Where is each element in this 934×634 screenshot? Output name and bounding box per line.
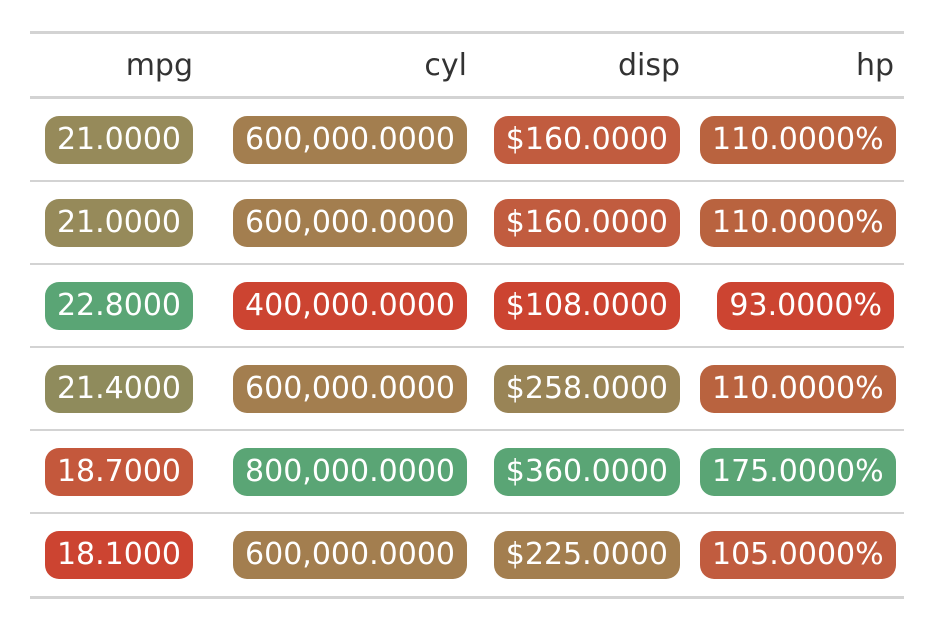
value-pill: 175.0000% bbox=[700, 447, 896, 496]
value-pill: 600,000.0000 bbox=[233, 364, 467, 413]
cell-disp: $360.0000 bbox=[477, 447, 690, 496]
value-pill: 21.0000 bbox=[44, 115, 193, 164]
value-pill: 110.0000% bbox=[700, 364, 896, 413]
cell-mpg: 21.0000 bbox=[30, 198, 203, 247]
header-rule bbox=[30, 96, 904, 99]
cell-mpg: 22.8000 bbox=[30, 281, 203, 330]
cell-cyl: 800,000.0000 bbox=[203, 447, 477, 496]
value-pill: $160.0000 bbox=[493, 198, 680, 247]
column-header-mpg: mpg bbox=[125, 47, 193, 83]
cell-hp: 93.0000% bbox=[690, 281, 904, 330]
value-pill: 600,000.0000 bbox=[233, 531, 467, 579]
table-body: 21.0000 600,000.0000 $160.0000 110.0000%… bbox=[30, 99, 904, 596]
value-pill: 110.0000% bbox=[700, 115, 896, 164]
table-row: 21.0000 600,000.0000 $160.0000 110.0000% bbox=[30, 99, 904, 182]
value-pill: 22.8000 bbox=[44, 281, 193, 330]
cell-disp: $160.0000 bbox=[477, 115, 690, 164]
data-table: mpg cyl disp hp 21.0000 600,000.0000 $16… bbox=[30, 31, 904, 599]
table-row: 22.8000 400,000.0000 $108.0000 93.0000% bbox=[30, 265, 904, 348]
table-bottom-rule bbox=[30, 596, 904, 599]
cell-disp: $258.0000 bbox=[477, 364, 690, 413]
cell-hp: 175.0000% bbox=[690, 447, 904, 496]
value-pill: 400,000.0000 bbox=[233, 281, 467, 330]
cell-hp: 110.0000% bbox=[690, 364, 904, 413]
value-pill: 600,000.0000 bbox=[233, 115, 467, 164]
value-pill: 18.7000 bbox=[44, 447, 193, 496]
cell-cyl: 600,000.0000 bbox=[203, 531, 477, 579]
cell-disp: $108.0000 bbox=[477, 281, 690, 330]
cell-hp: 105.0000% bbox=[690, 531, 904, 579]
cell-cyl: 600,000.0000 bbox=[203, 198, 477, 247]
value-pill: 18.1000 bbox=[44, 531, 193, 579]
table-top-rule bbox=[30, 31, 904, 34]
header-row: mpg cyl disp hp bbox=[30, 34, 904, 96]
column-header-disp: disp bbox=[617, 47, 680, 83]
cell-mpg: 18.1000 bbox=[30, 531, 203, 579]
column-header-cyl: cyl bbox=[424, 47, 467, 83]
cell-mpg: 18.7000 bbox=[30, 447, 203, 496]
cell-hp: 110.0000% bbox=[690, 198, 904, 247]
column-header-hp: hp bbox=[855, 47, 894, 83]
value-pill: 21.4000 bbox=[44, 364, 193, 413]
cell-cyl: 600,000.0000 bbox=[203, 115, 477, 164]
cell-cyl: 600,000.0000 bbox=[203, 364, 477, 413]
table-row: 21.0000 600,000.0000 $160.0000 110.0000% bbox=[30, 182, 904, 265]
value-pill: $360.0000 bbox=[493, 447, 680, 496]
cell-mpg: 21.0000 bbox=[30, 115, 203, 164]
value-pill: 93.0000% bbox=[717, 281, 894, 330]
value-pill: 600,000.0000 bbox=[233, 198, 467, 247]
value-pill: 800,000.0000 bbox=[233, 447, 467, 496]
value-pill: $160.0000 bbox=[493, 115, 680, 164]
value-pill: 105.0000% bbox=[700, 531, 896, 579]
value-pill: 110.0000% bbox=[700, 198, 896, 247]
table-row: 18.1000 600,000.0000 $225.0000 105.0000% bbox=[30, 514, 904, 596]
cell-disp: $160.0000 bbox=[477, 198, 690, 247]
value-pill: $108.0000 bbox=[493, 281, 680, 330]
cell-mpg: 21.4000 bbox=[30, 364, 203, 413]
cell-hp: 110.0000% bbox=[690, 115, 904, 164]
value-pill: $258.0000 bbox=[493, 364, 680, 413]
cell-disp: $225.0000 bbox=[477, 531, 690, 579]
table-row: 18.7000 800,000.0000 $360.0000 175.0000% bbox=[30, 431, 904, 514]
cell-cyl: 400,000.0000 bbox=[203, 281, 477, 330]
value-pill: $225.0000 bbox=[493, 531, 680, 579]
value-pill: 21.0000 bbox=[44, 198, 193, 247]
table-row: 21.4000 600,000.0000 $258.0000 110.0000% bbox=[30, 348, 904, 431]
